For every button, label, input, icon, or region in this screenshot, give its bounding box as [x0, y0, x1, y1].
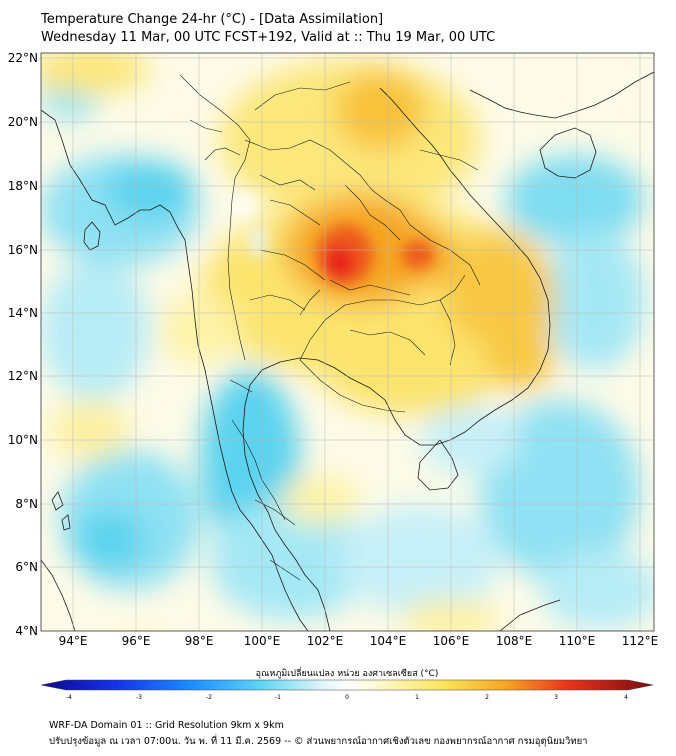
graticule [41, 53, 654, 631]
cb-tick-1: 1 [415, 694, 419, 701]
coastlines [41, 71, 654, 631]
chart-title: Temperature Change 24-hr (°C) - [Data As… [41, 12, 384, 27]
lon-labels: 94°E 96°E 98°E 100°E 102°E 104°E 106°E 1… [59, 634, 659, 648]
lat-label-8: 8°N [15, 497, 38, 511]
cb-tick-m3: -3 [136, 694, 142, 701]
field-blobs [41, 53, 654, 631]
cb-tick-m1: -1 [275, 694, 281, 701]
colorbar-label: อุณหภูมิเปลี่ยนแปลง หน่วย องศาเซลเซียส (… [256, 666, 439, 679]
chart-subtitle: Wednesday 11 Mar, 00 UTC FCST+192, Valid… [41, 30, 496, 45]
cb-tick-4: 4 [624, 694, 628, 701]
cb-tick-2: 2 [485, 694, 489, 701]
cb-tick-0: 0 [345, 694, 349, 701]
lat-label-14: 14°N [8, 306, 38, 320]
colorbar-strip [40, 679, 654, 691]
update-credit: ปรับปรุงข้อมูล ณ เวลา 07:00น. วัน พ. ที่… [49, 736, 588, 747]
lon-label-94: 94°E [59, 634, 88, 648]
map-frame [40, 52, 655, 632]
lon-label-106: 106°E [433, 634, 470, 648]
cb-tick-3: 3 [554, 694, 558, 701]
colorbar [40, 679, 654, 691]
model-info: WRF-DA Domain 01 :: Grid Resolution 9km … [49, 720, 284, 731]
lon-label-100: 100°E [244, 634, 281, 648]
lat-label-20: 20°N [8, 115, 38, 129]
cb-tick-m4: -4 [66, 694, 72, 701]
lat-label-6: 6°N [15, 560, 38, 574]
cb-tick-m2: -2 [206, 694, 212, 701]
borders [179, 74, 481, 581]
lon-label-96: 96°E [122, 634, 151, 648]
lat-label-10: 10°N [8, 433, 38, 447]
lon-label-102: 102°E [307, 634, 344, 648]
lat-label-16: 16°N [8, 243, 38, 257]
lat-label-18: 18°N [8, 179, 38, 193]
lon-label-110: 110°E [559, 634, 596, 648]
lon-label-104: 104°E [370, 634, 407, 648]
colorbar-ticks: -4 -3 -2 -1 0 1 2 3 4 [66, 694, 628, 701]
lon-label-108: 108°E [496, 634, 533, 648]
hotspot-cores [231, 193, 434, 285]
lat-labels: 22°N 20°N 18°N 16°N 14°N 12°N 10°N 8°N 6… [8, 51, 38, 638]
lon-label-112: 112°E [622, 634, 659, 648]
lon-label-98: 98°E [185, 634, 214, 648]
lat-label-12: 12°N [8, 369, 38, 383]
map-field [41, 53, 654, 631]
lat-label-4: 4°N [15, 624, 38, 638]
lat-label-22: 22°N [8, 51, 38, 65]
